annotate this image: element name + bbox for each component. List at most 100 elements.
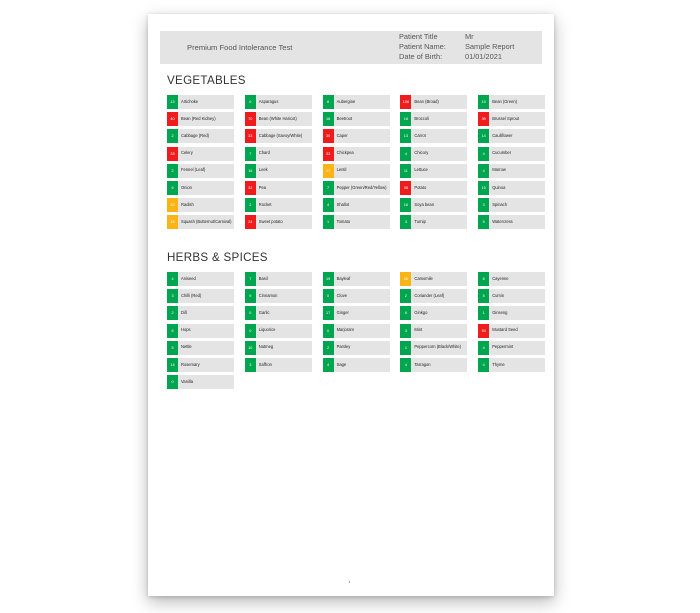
food-name: Dill [181, 310, 187, 316]
score-badge: 5 [478, 215, 490, 230]
food-item: 7 Basil [244, 272, 312, 286]
food-item: 0 Clove [322, 289, 390, 304]
score-badge: 2 [322, 340, 334, 355]
food-name: Aniseed [181, 275, 196, 281]
score-badge: 4 [322, 357, 334, 372]
food-name: Ginkgo [414, 310, 428, 316]
food-item: 16 Leek [244, 163, 312, 178]
food-item: 4 Marrow [478, 163, 546, 178]
food-item: 5 Cumin [478, 289, 546, 304]
food-name: Cucumber [492, 150, 512, 156]
food-name: Fennel (Leaf) [181, 167, 206, 173]
score-badge: 19 [478, 95, 490, 109]
food-name: Pea [258, 184, 267, 190]
score-badge: 5 [478, 289, 490, 304]
food-item: 3 Saffron [244, 357, 312, 372]
food-item: 2 Parsley [322, 340, 390, 355]
food-item: 10 Radish [167, 198, 234, 213]
score-badge: 14 [478, 129, 490, 144]
score-badge: 2 [167, 163, 178, 178]
food-name: Vanilla [181, 378, 193, 384]
food-name: Cinnamon [258, 292, 278, 298]
food-item: 2 Cabbage (Red) [167, 129, 234, 144]
score-badge: 16 [322, 112, 334, 127]
food-item: 4 Shallot [322, 198, 390, 213]
score-badge: 17 [322, 306, 334, 321]
food-item: 30 Caper [322, 129, 390, 144]
score-badge: 26 [400, 272, 412, 286]
food-name: Bean (Red Kidney) [181, 115, 216, 121]
score-badge: 6 [400, 306, 412, 321]
food-item: 33 Cabbage (Savoy/White) [244, 129, 312, 144]
food-item: 39 Brussel Sprout [478, 112, 546, 127]
food-name: Nutmeg [258, 344, 274, 350]
food-name: Camomile [414, 275, 433, 281]
food-name: Peppercorn (Black/White) [414, 344, 462, 350]
patient-details: Patient Title Mr Patient Name: Sample Re… [399, 32, 542, 62]
patient-name-value: Sample Report [465, 42, 515, 51]
food-item: 9 Cinnamon [244, 289, 312, 304]
food-name: Quinoa [492, 184, 506, 190]
score-badge: 4 [478, 357, 490, 372]
food-name: Lentil [336, 167, 347, 173]
food-name: Sweet potato [258, 219, 283, 225]
food-item: 17 Lentil [322, 163, 390, 178]
food-item: 3 Spinach [478, 198, 546, 213]
patient-name-row: Patient Name: Sample Report [399, 42, 542, 52]
score-badge: 8 [478, 272, 490, 286]
food-item: 0 Vanilla [167, 375, 234, 390]
food-name: Ginger [336, 310, 349, 316]
food-name: Liquorice [258, 327, 276, 333]
food-item: 1 Tomato [322, 215, 390, 230]
score-badge: 4 [167, 272, 178, 286]
patient-name-label: Patient Name: [399, 42, 446, 51]
score-badge: 6 [167, 323, 178, 338]
score-badge: 4 [400, 146, 412, 161]
food-name: Thyme [492, 361, 505, 367]
food-name: Cumin [492, 292, 505, 298]
score-badge: 33 [322, 146, 334, 161]
food-name: Watercress [492, 219, 513, 225]
score-badge: 4 [478, 340, 490, 355]
food-item: 2 Rocket [244, 198, 312, 213]
food-name: Marrow [492, 167, 506, 173]
food-item: 38 Potato [400, 180, 468, 195]
food-name: Saffron [258, 361, 272, 367]
food-name: Bean (Broad) [414, 98, 439, 104]
report-page: Premium Food Intolerance Test Patient Ti… [148, 14, 554, 596]
food-item: 4 Cucumber [478, 146, 546, 161]
food-item: 13 Carrot [400, 129, 468, 144]
food-name: Beetroot [336, 115, 353, 121]
food-name: Brussel Sprout [492, 115, 520, 121]
food-item: 8 Aubergine [322, 95, 390, 109]
patient-title-value: Mr [465, 32, 474, 41]
food-name: Leek [258, 167, 268, 173]
food-item: 19 Quinoa [478, 180, 546, 195]
score-badge: 2 [400, 289, 412, 304]
food-name: Cayenne [492, 275, 509, 281]
score-badge: 3 [400, 323, 412, 338]
food-item: 4 Peppermint [478, 340, 546, 355]
food-item: 54 Mustard Seed [478, 323, 546, 338]
food-item: 2 Fennel (Leaf) [167, 163, 234, 178]
score-badge: 33 [244, 129, 256, 144]
food-item: 5 Nettle [167, 340, 234, 355]
score-badge: 70 [244, 112, 256, 127]
food-name: Aubergine [336, 98, 356, 104]
food-item: 26 Camomile [400, 272, 468, 286]
score-badge: 19 [322, 272, 334, 286]
score-badge: 3 [400, 215, 412, 230]
food-item: 18 Broccoli [400, 112, 468, 127]
score-badge: 0 [322, 323, 334, 338]
score-badge: 0 [244, 95, 256, 109]
food-item: 33 Chickpea [322, 146, 390, 161]
score-badge: 32 [244, 180, 256, 195]
food-item: 24 Sweet potato [244, 215, 312, 230]
food-item: 17 Ginger [322, 306, 390, 321]
food-name: Radish [181, 201, 194, 207]
food-name: Mint [414, 327, 423, 333]
date-of-birth-value: 01/01/2021 [465, 52, 502, 61]
score-badge: 18 [400, 112, 412, 127]
food-item: 7 Chard [244, 146, 312, 161]
food-name: Bean (Green) [492, 98, 517, 104]
